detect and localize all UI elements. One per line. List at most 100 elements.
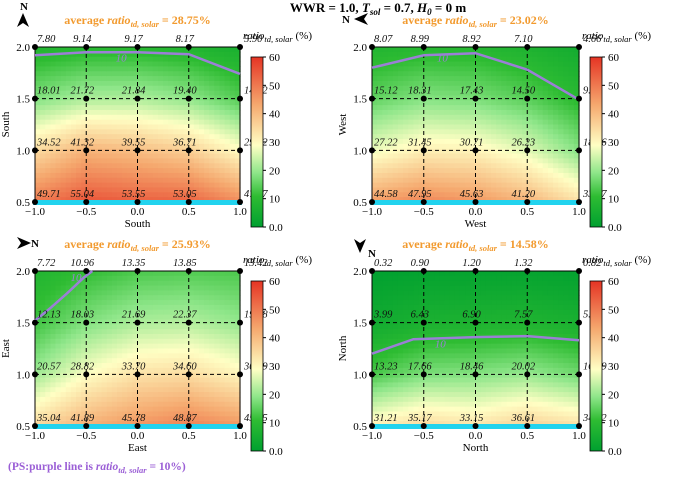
field-cell [408,158,414,164]
field-cell [522,105,528,111]
field-cell [173,153,180,159]
field-cell [547,47,554,53]
field-cell [106,153,113,159]
field-cell [106,114,113,121]
field-cell [163,348,169,354]
field-cell [70,329,77,335]
field-cell [173,129,180,135]
field-cell [158,314,164,321]
field-cell [511,100,518,106]
field-cell [209,148,215,155]
field-cell [532,90,539,97]
field-cell [475,406,482,413]
field-cell [117,275,123,282]
field-cell [91,134,98,140]
field-cell [111,148,118,155]
field-cell [101,372,108,379]
field-cell [219,182,226,189]
field-cell [449,143,456,150]
field-cell [101,382,108,388]
field-cell [532,158,539,164]
field-cell [152,109,159,116]
field-cell [106,392,113,398]
field-cell [459,363,466,369]
field-cell [387,406,394,413]
field-cell [55,363,62,369]
field-cell [372,387,378,393]
field-cell [449,109,456,116]
field-cell [397,109,404,116]
field-cell [111,324,118,330]
field-cell [428,396,435,403]
field-cell [397,358,404,364]
field-cell [547,105,554,111]
field-cell [428,192,435,198]
field-cell [496,172,502,179]
field-cell [163,95,169,101]
field-cell [224,95,231,101]
field-cell [439,124,446,130]
field-cell [111,168,118,174]
field-cell [111,153,118,159]
field-cell [178,172,185,179]
field-cell [142,56,149,63]
field-cell [485,129,492,135]
field-cell [403,363,409,369]
field-cell [127,300,133,306]
field-cell [553,134,559,140]
y-axis-label: South [0,111,12,137]
field-cell [168,109,174,116]
field-cell [117,163,123,169]
field-cell [553,105,559,111]
field-cell [506,124,513,130]
field-cell [444,124,451,130]
field-cell [158,66,164,72]
field-cell [199,148,205,155]
field-cell [403,61,409,67]
field-cell [224,148,231,155]
field-cell [485,348,492,354]
field-cell [117,382,123,388]
field-cell [111,396,118,403]
field-cell [76,105,82,111]
field-cell [35,333,41,340]
field-cell [193,367,200,374]
field-cell [219,134,226,140]
field-cell [86,105,92,111]
field-cell [168,411,174,417]
field-cell [377,416,383,422]
field-cell [86,304,92,311]
field-cell [229,129,236,135]
field-cell [377,100,383,106]
field-cell [50,280,57,287]
field-cell [418,177,425,184]
y-tick-label: 2.0 [353,42,367,54]
field-cell [527,47,534,53]
field-cell [65,411,72,417]
field-cell [403,295,409,301]
field-cell [178,353,185,359]
field-cell [444,129,451,135]
field-cell [106,80,113,87]
field-cell [434,363,440,369]
field-cell [418,158,425,164]
field-cell [449,148,456,155]
field-cell [178,143,185,150]
field-cell [372,343,378,350]
field-cell [76,197,82,203]
field-cell [434,416,440,422]
field-cell [470,61,477,67]
field-cell [147,382,154,388]
field-cell [470,114,477,121]
field-cell [106,372,113,379]
field-cell [101,295,108,301]
field-cell [434,396,440,403]
field-cell [403,285,409,291]
field-cell [470,56,477,63]
field-cell [403,290,409,296]
field-cell [204,367,210,374]
field-cell [188,90,195,97]
field-cell [480,372,487,379]
field-cell [158,392,164,398]
field-cell [101,290,108,296]
